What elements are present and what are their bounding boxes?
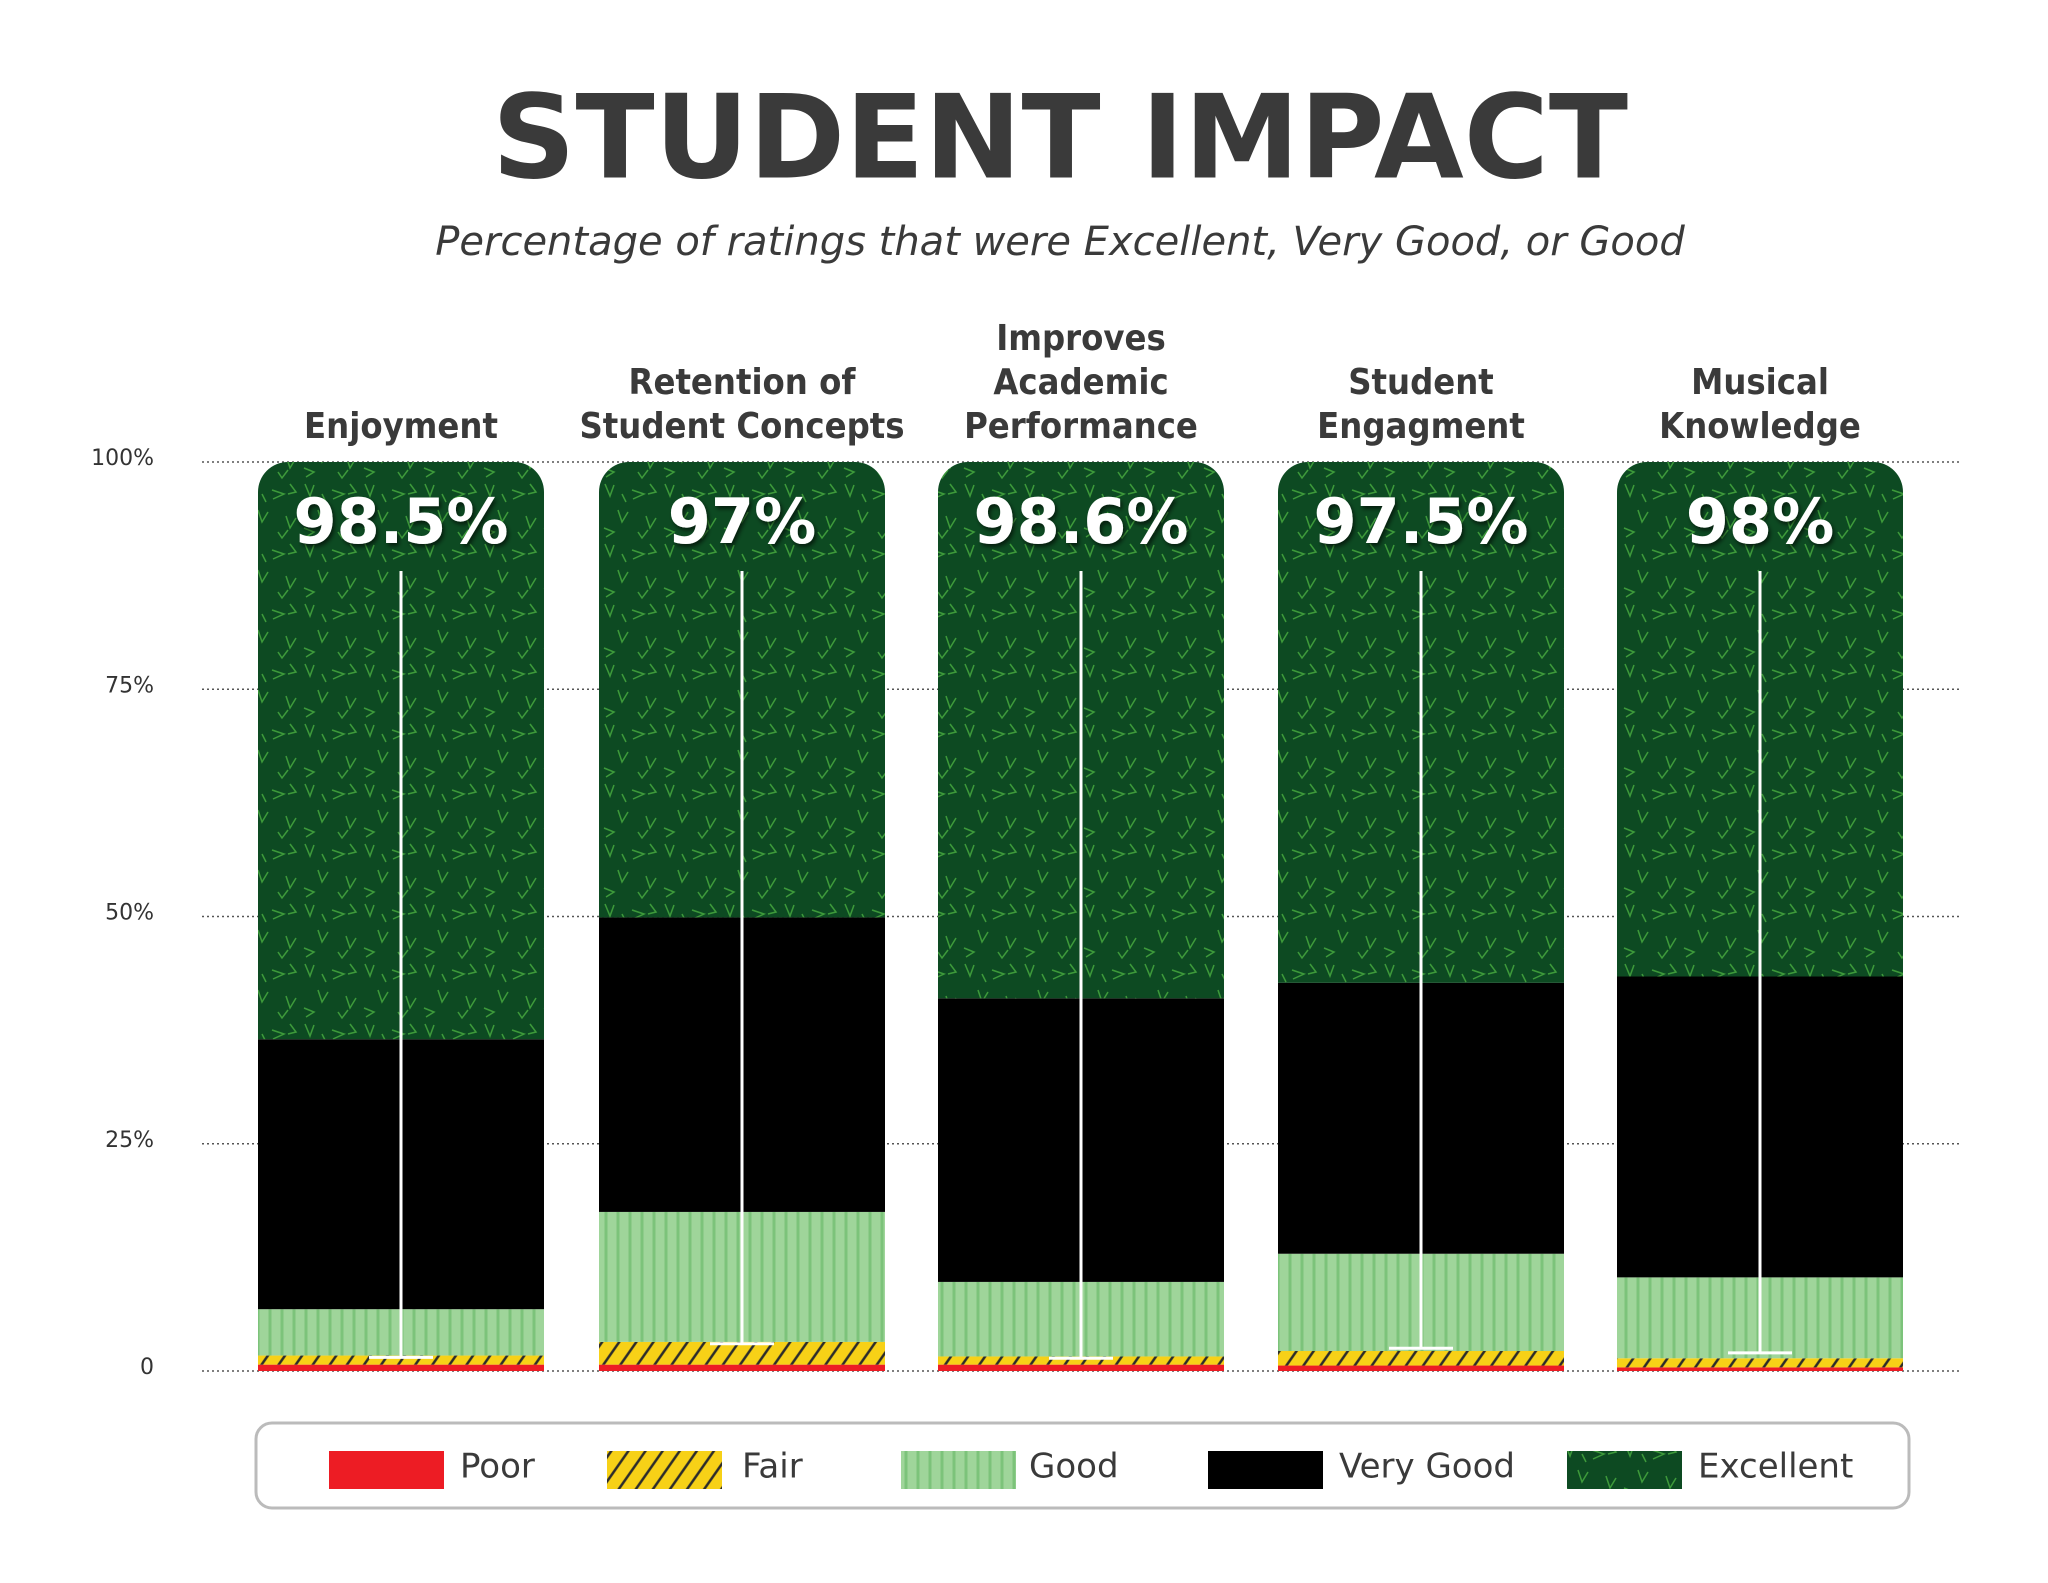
- bar-segment: [599, 1341, 885, 1365]
- chart-title: STUDENT IMPACT: [492, 71, 1628, 206]
- category-label: Student Engagment: [1317, 362, 1525, 447]
- highlight-label: 97.5%: [1313, 485, 1528, 558]
- bar-segment: [1278, 1351, 1564, 1366]
- bar-segment: [938, 1356, 1224, 1365]
- bar-segment: [599, 1364, 885, 1371]
- legend-label: Fair: [742, 1447, 803, 1487]
- highlight-label: 98.5%: [293, 485, 508, 558]
- y-tick-label: 75%: [105, 673, 154, 698]
- legend-swatch: [329, 1451, 444, 1489]
- bar-segment: [258, 1355, 544, 1365]
- y-tick-label: 0: [140, 1355, 154, 1380]
- legend-label: Excellent: [1698, 1447, 1853, 1487]
- legend-label: Good: [1029, 1447, 1119, 1487]
- y-tick-label: 100%: [91, 446, 154, 471]
- highlight-label: 98.6%: [973, 485, 1188, 558]
- category-label: Musical Knowledge: [1659, 362, 1861, 447]
- bar-segment: [1617, 1358, 1903, 1368]
- bar-segment: [938, 1364, 1224, 1371]
- highlight-label: 97%: [668, 485, 816, 558]
- y-tick-label: 25%: [105, 1128, 154, 1153]
- legend-label: Very Good: [1339, 1447, 1515, 1487]
- category-label: Improves Academic Performance: [964, 318, 1198, 447]
- legend-swatch: [607, 1451, 722, 1489]
- y-tick-label: 50%: [105, 901, 154, 926]
- bar-segment: [1278, 1365, 1564, 1371]
- legend-swatch: [1567, 1451, 1682, 1489]
- legend-label: Poor: [460, 1447, 535, 1487]
- chart-subtitle: Percentage of ratings that were Excellen…: [435, 219, 1685, 265]
- legend-swatch: [1208, 1451, 1323, 1489]
- legend-swatch: [901, 1451, 1016, 1489]
- category-label: Enjoyment: [304, 406, 498, 447]
- category-label: Retention of Student Concepts: [579, 362, 904, 447]
- bar-segment: [1617, 1367, 1903, 1371]
- bar-segment: [258, 1364, 544, 1371]
- highlight-label: 98%: [1686, 485, 1834, 558]
